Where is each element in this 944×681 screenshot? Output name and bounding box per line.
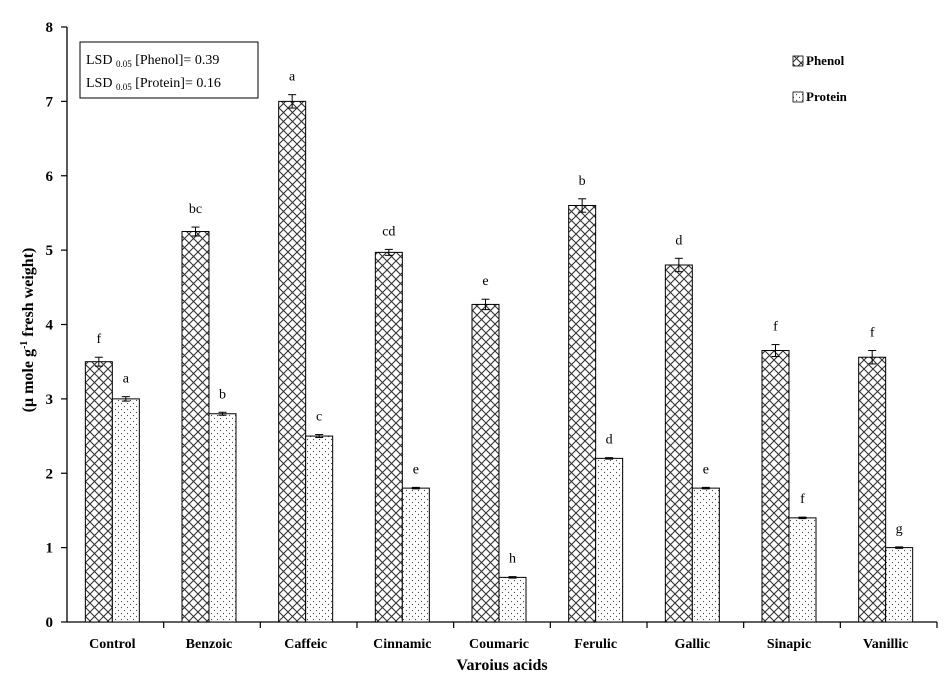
sig-letter-protein: e: [703, 462, 709, 477]
y-tick-label: 5: [46, 243, 54, 259]
x-tick-label: Gallic: [674, 637, 710, 652]
bar-protein: [401, 487, 430, 623]
bar-protein: [208, 413, 237, 623]
sig-letter-protein: e: [413, 462, 419, 477]
y-ticks-group: 0 1 2 3 4 5 6 7 8: [46, 20, 67, 631]
bar-phenol: [278, 100, 307, 623]
bar-phenol: [858, 356, 887, 623]
x-ticks-group: Control Benzoic Caffeic Cinnamic Coumaric Fer…: [89, 622, 938, 652]
legend-label-protein: Protein: [806, 89, 848, 104]
y-tick-label: 2: [46, 466, 54, 482]
sig-letter-phenol: d: [675, 233, 682, 248]
sig-letter-phenol: bc: [189, 202, 202, 217]
sig-letter-phenol: f: [773, 320, 778, 335]
y-axis-title-tail: fresh weight): [20, 248, 37, 341]
bar-protein: [595, 457, 624, 623]
sig-letter-protein: b: [219, 387, 226, 402]
x-tick-label: Cinnamic: [373, 637, 431, 652]
sig-letter-protein: a: [123, 372, 130, 387]
legend: Phenol Protein: [792, 53, 848, 104]
y-tick-label: 7: [46, 94, 54, 110]
bar-protein: [788, 517, 817, 623]
bar-protein: [305, 435, 334, 623]
sig-letter-phenol: cd: [382, 224, 395, 239]
bar-phenol: [471, 303, 500, 623]
bar-phenol: [568, 205, 597, 623]
sig-letter-protein: g: [896, 522, 903, 537]
y-tick-label: 0: [46, 615, 54, 631]
y-tick-label: 1: [46, 541, 54, 557]
bar-protein: [498, 576, 527, 623]
sig-letter-phenol: b: [579, 174, 586, 189]
bar-protein: [691, 487, 720, 623]
sig-letter-phenol: a: [289, 70, 296, 85]
sig-letter-phenol: f: [870, 326, 875, 341]
x-tick-label: Sinapic: [767, 637, 811, 652]
bar-phenol: [181, 231, 210, 623]
y-tick-label: 4: [46, 318, 54, 334]
y-axis-title: (μ mole g-1 fresh weight): [19, 248, 37, 413]
x-axis-title: Varoius acids: [456, 657, 547, 674]
y-tick-label: 8: [46, 20, 54, 36]
x-tick-label: Caffeic: [284, 637, 327, 652]
lsd-phenol: LSD 0.05 [Phenol]= 0.39: [86, 53, 219, 69]
bar-phenol: [761, 350, 790, 623]
bar-phenol: [374, 251, 403, 623]
sig-letter-protein: c: [316, 410, 322, 425]
x-tick-label: Coumaric: [469, 637, 529, 652]
y-axis-title-main: (μ mole g: [20, 349, 37, 412]
legend-swatch-protein: [792, 91, 804, 103]
bar-protein: [111, 398, 140, 623]
bar-phenol: [664, 264, 693, 623]
x-tick-label: Benzoic: [186, 637, 233, 652]
x-tick-label: Ferulic: [574, 637, 617, 652]
sig-letter-protein: h: [509, 552, 516, 567]
bars-group: f a bc b a c cd e e h b d d e f f f g: [84, 70, 914, 623]
lsd-box-frame: [79, 41, 259, 99]
bar-phenol: [84, 361, 113, 623]
y-tick-label: 3: [46, 392, 54, 408]
sig-letter-phenol: f: [96, 332, 101, 347]
lsd-protein: LSD 0.05 [Protein]= 0.16: [86, 76, 221, 92]
y-axis-title-sup: -1: [19, 341, 30, 349]
legend-label-phenol: Phenol: [806, 53, 845, 68]
sig-letter-protein: d: [606, 433, 613, 448]
sig-letter-phenol: e: [482, 274, 488, 289]
legend-swatch-phenol: [792, 55, 804, 67]
x-tick-label: Vanillic: [863, 637, 908, 652]
x-tick-label: Control: [89, 637, 136, 652]
bar-protein: [885, 547, 914, 623]
y-tick-label: 6: [46, 169, 54, 185]
sig-letter-protein: f: [800, 492, 805, 507]
lsd-box: LSD 0.05 [Phenol]= 0.39 LSD 0.05 [Protei…: [79, 41, 259, 99]
